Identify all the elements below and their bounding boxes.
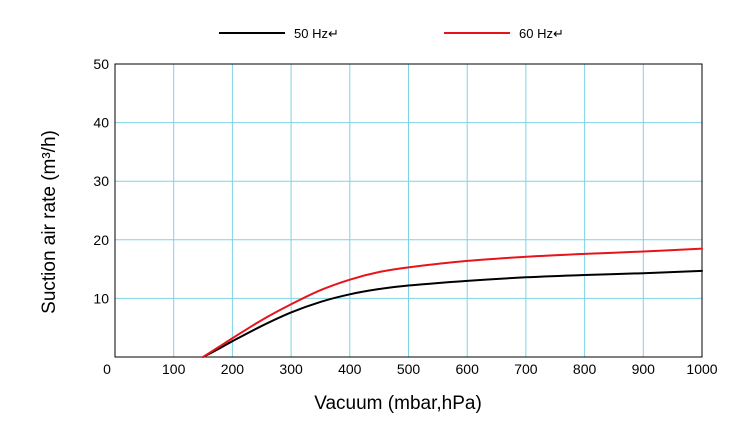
y-tick-label: 50 bbox=[93, 56, 109, 72]
x-tick-label: 400 bbox=[338, 361, 362, 377]
grid bbox=[115, 64, 702, 357]
y-tick-label: 40 bbox=[93, 115, 109, 131]
x-tick-label: 300 bbox=[279, 361, 303, 377]
legend: 50 Hz↵ 60 Hz↵ bbox=[219, 26, 564, 41]
series-line-1 bbox=[202, 247, 703, 358]
x-tick-label: 0 bbox=[103, 361, 111, 377]
x-tick-label: 900 bbox=[632, 361, 656, 377]
x-tick-label: 1000 bbox=[686, 361, 717, 377]
x-tick-label: 500 bbox=[397, 361, 421, 377]
x-axis-title: Vacuum (mbar,hPa) bbox=[314, 393, 482, 414]
series-line-0 bbox=[202, 269, 703, 358]
legend-label: 60 Hz↵ bbox=[519, 26, 564, 41]
y-axis-title: Suction air rate (m³/h) bbox=[39, 130, 60, 314]
x-axis-ticks: 0 100 200 300 400 500 600 700 800 900 1000 bbox=[103, 361, 718, 377]
legend-label: 50 Hz↵ bbox=[294, 26, 339, 41]
series-group bbox=[202, 247, 703, 358]
plot-frame bbox=[114, 63, 703, 358]
x-tick-label: 200 bbox=[221, 361, 245, 377]
x-tick-label: 700 bbox=[514, 361, 538, 377]
y-tick-label: 20 bbox=[93, 232, 109, 248]
x-tick-label: 100 bbox=[162, 361, 186, 377]
x-tick-label: 600 bbox=[456, 361, 480, 377]
x-tick-label: 800 bbox=[573, 361, 597, 377]
y-tick-label: 30 bbox=[93, 173, 109, 189]
y-axis-ticks: 10 20 30 40 50 bbox=[93, 56, 109, 306]
y-tick-label: 10 bbox=[93, 290, 109, 306]
